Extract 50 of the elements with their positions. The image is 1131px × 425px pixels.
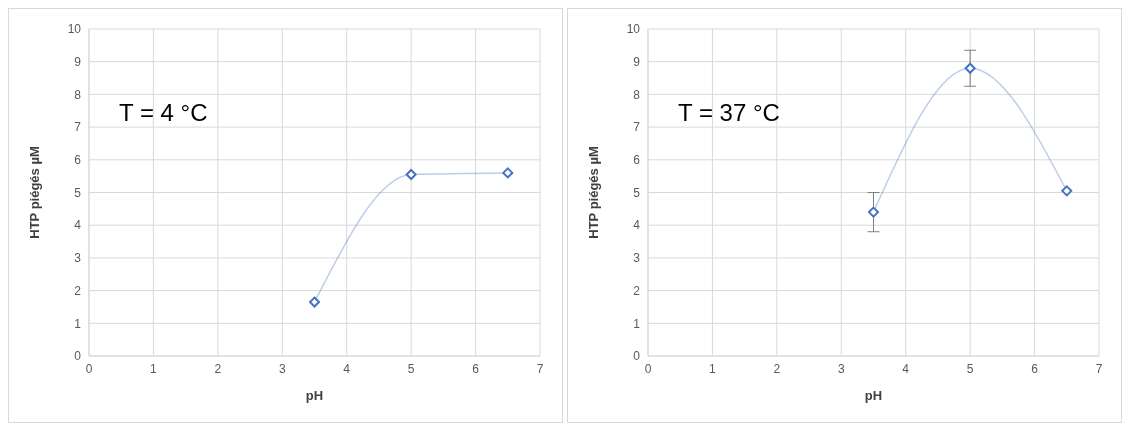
y-tick-label: 3 — [74, 251, 82, 266]
x-tick-label: 2 — [773, 361, 781, 376]
x-tick-label: 0 — [644, 361, 652, 376]
x-tick-label: 5 — [407, 361, 415, 376]
x-tick-label: 3 — [278, 361, 286, 376]
y-tick-label: 7 — [633, 120, 641, 135]
x-tick-label: 5 — [966, 361, 974, 376]
y-tick-label: 3 — [633, 251, 641, 266]
y-tick-label: 0 — [633, 349, 641, 364]
y-tick-label: 4 — [74, 218, 82, 233]
point — [502, 167, 514, 179]
y-tick-label: 8 — [633, 87, 641, 102]
y-tick-label: 2 — [633, 283, 641, 298]
x-tick-label: 2 — [214, 361, 222, 376]
y-tick-label: 10 — [626, 22, 641, 37]
y-tick-label: 9 — [633, 54, 641, 69]
point — [868, 206, 879, 218]
y-axis-title: HTP piégés µM — [26, 146, 42, 239]
x-tick-label: 6 — [472, 361, 480, 376]
x-tick-label: 1 — [150, 361, 158, 376]
y-tick-label: 2 — [74, 283, 82, 298]
x-tick-label: 0 — [85, 361, 93, 376]
y-axis-title: HTP piégés µM — [585, 146, 601, 239]
y-tick-label: 0 — [74, 349, 82, 364]
annotation: T = 4 °C — [119, 99, 208, 127]
y-tick-label: 4 — [633, 218, 641, 233]
x-axis-title: pH — [305, 388, 324, 403]
y-tick-label: 7 — [74, 120, 82, 135]
y-tick-label: 1 — [633, 316, 641, 331]
point — [1061, 185, 1073, 197]
x-tick-label: 7 — [536, 361, 544, 376]
y-tick-label: 6 — [633, 153, 641, 168]
x-tick-label: 6 — [1031, 361, 1039, 376]
y-tick-label: 9 — [74, 54, 82, 69]
y-tick-label: 6 — [74, 153, 82, 168]
point — [309, 296, 320, 308]
x-tick-label: 7 — [1095, 361, 1103, 376]
y-tick-label: 5 — [633, 185, 641, 200]
y-tick-label: 5 — [74, 185, 82, 200]
y-tick-label: 1 — [74, 316, 82, 331]
annotation: T = 37 °C — [678, 99, 780, 127]
point — [405, 169, 417, 181]
point — [964, 62, 976, 74]
x-tick-label: 1 — [709, 361, 717, 376]
y-tick-label: 10 — [67, 22, 82, 37]
y-tick-label: 8 — [74, 87, 82, 102]
x-tick-label: 4 — [902, 361, 910, 376]
x-tick-label: 4 — [343, 361, 351, 376]
x-tick-label: 3 — [837, 361, 845, 376]
x-axis-title: pH — [864, 388, 883, 403]
